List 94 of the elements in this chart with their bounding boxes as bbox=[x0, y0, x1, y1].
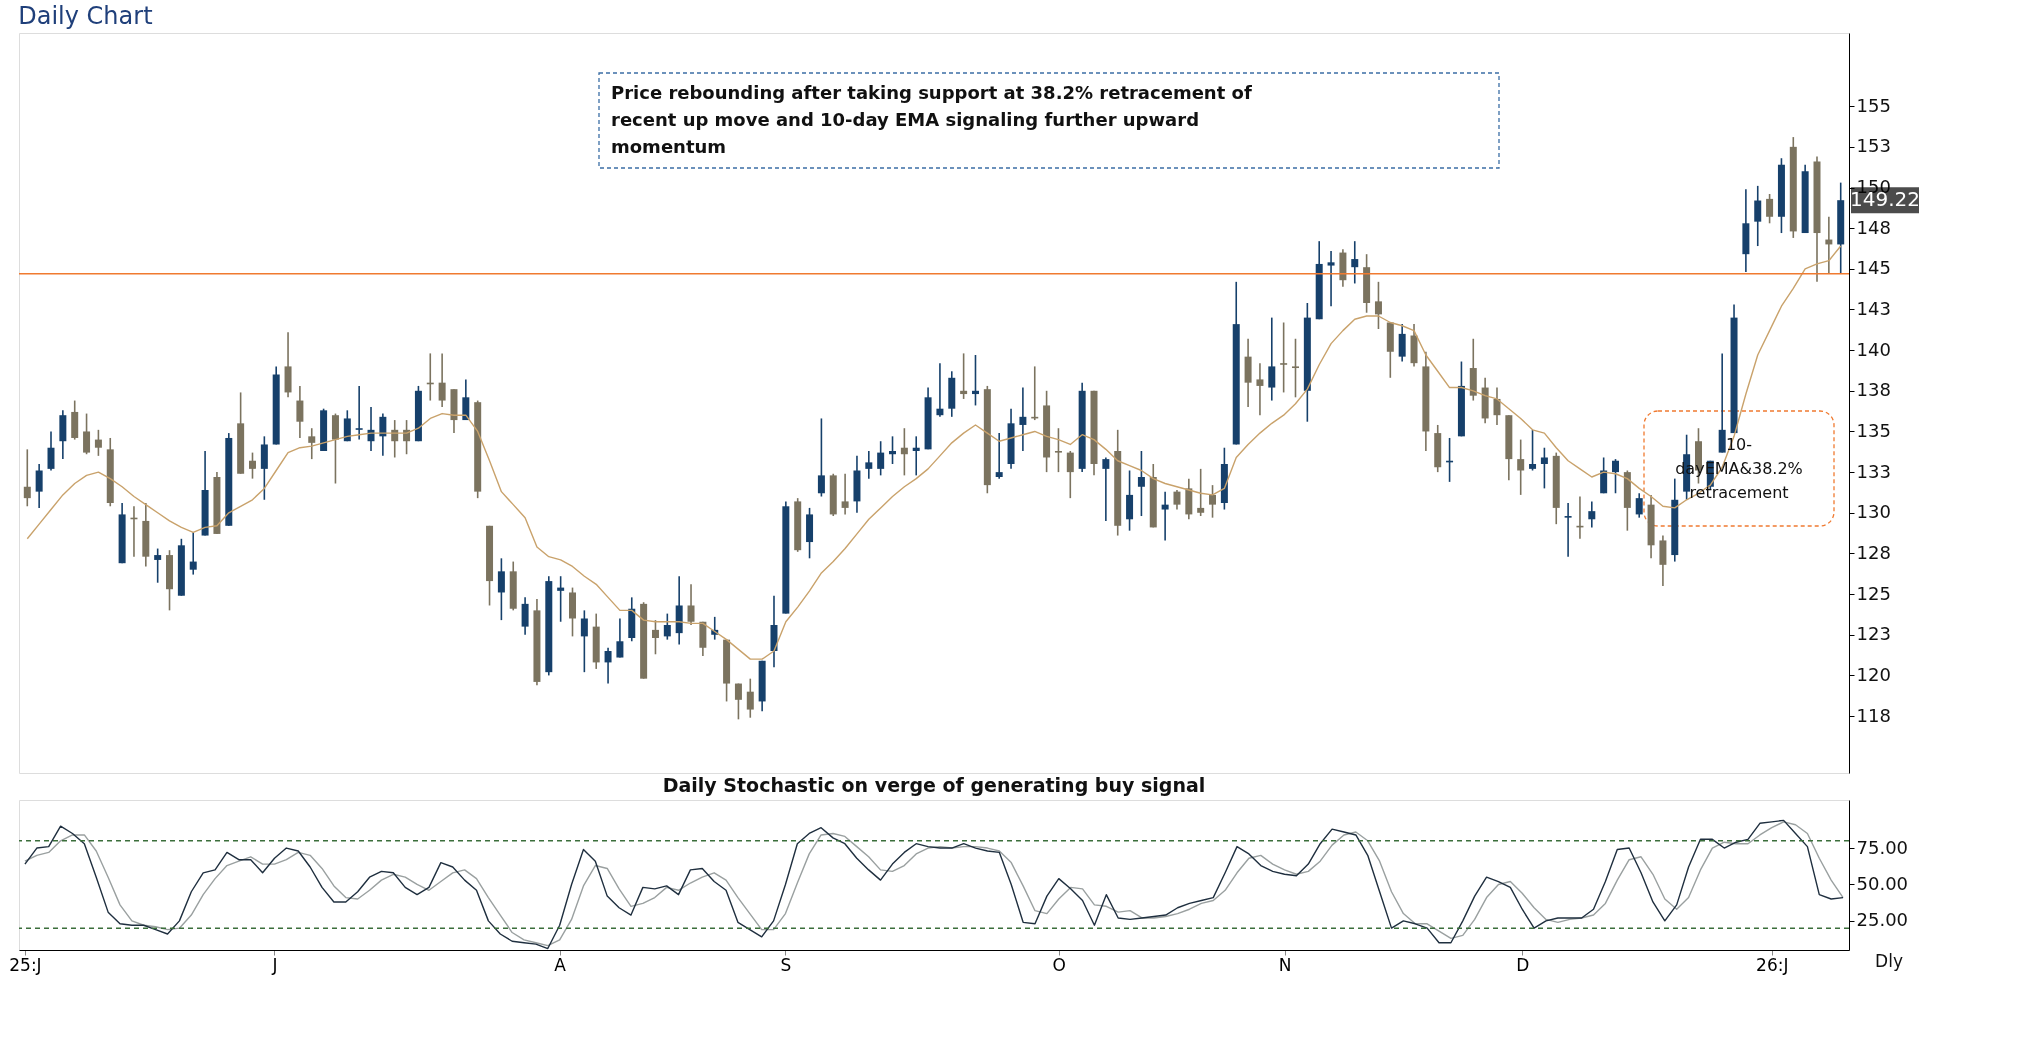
candlestick bbox=[189, 531, 197, 576]
x-tick-label: 25:J bbox=[9, 954, 42, 975]
candlestick bbox=[865, 450, 873, 480]
candlestick bbox=[154, 547, 162, 584]
candlestick bbox=[734, 682, 742, 721]
candlestick bbox=[248, 451, 256, 480]
candlestick bbox=[1066, 450, 1074, 499]
x-tick-label: J bbox=[271, 954, 278, 975]
candlestick bbox=[557, 575, 565, 623]
candlestick bbox=[1197, 468, 1205, 517]
y-tick-label: 125 bbox=[1856, 582, 1891, 604]
y-tick-label: 75.00 bbox=[1856, 836, 1909, 858]
candlestick bbox=[960, 352, 968, 400]
candlestick bbox=[1137, 450, 1145, 517]
candlestick bbox=[1280, 321, 1288, 394]
candlestick bbox=[35, 463, 43, 509]
y-tick-label: 153 bbox=[1856, 135, 1891, 157]
candlestick bbox=[1635, 492, 1643, 519]
y-tick-label: 155 bbox=[1856, 94, 1891, 116]
x-tick-label: 26:J bbox=[1756, 954, 1789, 975]
candlestick bbox=[308, 427, 316, 460]
candlestick bbox=[841, 472, 849, 516]
candlestick bbox=[971, 354, 979, 407]
candlestick bbox=[94, 429, 102, 457]
y-tick-label: 128 bbox=[1856, 541, 1891, 563]
candlestick bbox=[687, 583, 695, 626]
chart-title: Daily Chart bbox=[18, 2, 153, 30]
y-tick-label: 123 bbox=[1856, 623, 1891, 645]
y-tick-label: 135 bbox=[1856, 419, 1891, 441]
candlestick bbox=[616, 617, 624, 659]
y-tick-label: 148 bbox=[1856, 216, 1891, 238]
candlestick bbox=[1019, 386, 1027, 452]
candlestick bbox=[889, 435, 897, 465]
x-tick-label: N bbox=[1278, 954, 1292, 975]
candlestick bbox=[83, 412, 91, 456]
candlestick bbox=[521, 596, 529, 636]
candlestick bbox=[355, 385, 363, 441]
candlestick bbox=[900, 427, 908, 477]
candlestick bbox=[1517, 438, 1525, 496]
candlestick bbox=[497, 557, 505, 621]
candlestick bbox=[604, 646, 612, 685]
candlestick bbox=[1540, 446, 1548, 490]
candlestick bbox=[1054, 427, 1062, 473]
y-tick-label: 138 bbox=[1856, 379, 1891, 401]
x-tick-label: D bbox=[1516, 954, 1530, 975]
candlestick bbox=[580, 609, 588, 673]
y-tick-label: 120 bbox=[1856, 663, 1891, 685]
candlestick bbox=[1161, 490, 1169, 542]
candlestick bbox=[817, 417, 825, 498]
y-tick-label: 25.00 bbox=[1856, 909, 1909, 931]
y-tick-label: 145 bbox=[1856, 257, 1891, 279]
y-tick-label: 140 bbox=[1856, 338, 1891, 360]
candlestick bbox=[1529, 429, 1537, 472]
candlestick bbox=[1588, 500, 1596, 529]
candlestick bbox=[1173, 489, 1181, 511]
y-tick-label: 130 bbox=[1856, 501, 1891, 523]
y-tick-label: 118 bbox=[1856, 704, 1891, 726]
candlestick bbox=[1766, 193, 1774, 225]
y-tick-label: 133 bbox=[1856, 460, 1891, 482]
x-tick-label: S bbox=[780, 954, 792, 975]
chart-title: Daily Stochastic on verge of generating buy signal bbox=[662, 774, 1206, 796]
candlestick bbox=[438, 352, 446, 408]
line-series bbox=[26, 245, 1842, 660]
candlestick bbox=[1268, 316, 1276, 402]
candlestick bbox=[343, 409, 351, 443]
candlestick bbox=[1209, 484, 1217, 519]
candlestick bbox=[1327, 250, 1335, 308]
candlestick bbox=[1754, 185, 1762, 247]
x-tick-label: O bbox=[1052, 954, 1066, 975]
candlestick bbox=[936, 362, 944, 418]
candlestick bbox=[1256, 362, 1264, 416]
candlestick bbox=[995, 432, 1003, 480]
candlestick bbox=[1398, 323, 1406, 363]
candlestick bbox=[1374, 281, 1382, 330]
candlestick bbox=[663, 612, 671, 641]
candlestick bbox=[912, 435, 920, 477]
candlestick bbox=[1612, 458, 1620, 495]
candlestick bbox=[651, 619, 659, 656]
candlestick bbox=[1351, 240, 1359, 285]
candlestick bbox=[1292, 337, 1299, 399]
text: Dly bbox=[1875, 951, 1903, 971]
candlestick bbox=[23, 448, 31, 508]
candlestick bbox=[1564, 502, 1572, 558]
candlestick bbox=[746, 677, 754, 719]
candlestick bbox=[877, 440, 885, 477]
y-tick-label: 143 bbox=[1856, 297, 1891, 319]
y-tick-label: 50.00 bbox=[1856, 872, 1909, 894]
candlestick bbox=[47, 430, 55, 472]
candlestick bbox=[296, 385, 304, 439]
candlestick bbox=[1718, 352, 1726, 454]
annotation: Price rebounding after taking support at 38.2% retracement of recent up move and 10-day EMA signaling further upward momentum bbox=[611, 81, 1252, 157]
candlestick bbox=[1493, 386, 1501, 426]
candlestick bbox=[1102, 456, 1110, 522]
x-tick-label: A bbox=[554, 954, 567, 975]
